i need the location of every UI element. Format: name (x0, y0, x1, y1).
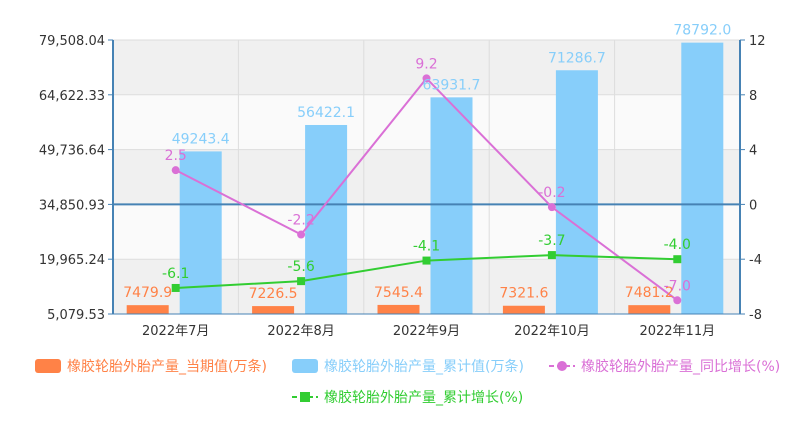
bar-current (126, 305, 169, 314)
tick-label-left: 49,736.64 (39, 144, 105, 159)
category-label: 2022年8月 (267, 324, 334, 339)
tick-label-left: 79,508.04 (39, 34, 105, 49)
tick-label-left: 34,850.93 (39, 198, 105, 213)
legend-item[interactable]: 橡胶轮胎外胎产量_当期值(万条) (35, 358, 267, 375)
data-label: -7.0 (664, 278, 691, 294)
bar-current (502, 305, 545, 314)
tick-label-right: 0 (749, 198, 757, 213)
data-label: 71286.7 (548, 50, 606, 66)
legend-label: 橡胶轮胎外胎产量_累计值(万条) (324, 358, 524, 375)
data-label: -3.7 (538, 233, 565, 249)
data-label: -4.0 (664, 237, 691, 253)
category-label: 2022年9月 (393, 324, 460, 339)
tick-label-right: 8 (749, 89, 757, 104)
data-label: -2.2 (287, 213, 314, 229)
line-point (547, 251, 556, 260)
bar-current (628, 305, 671, 314)
legend-item[interactable]: 橡胶轮胎外胎产量_累计增长(%) (292, 389, 523, 406)
line-point (422, 74, 431, 83)
legend-item[interactable]: 橡胶轮胎外胎产量_累计值(万条) (292, 358, 524, 375)
data-label: 63931.7 (423, 77, 481, 93)
legend-item[interactable]: 橡胶轮胎外胎产量_同比增长(%) (549, 358, 780, 375)
data-label: 9.2 (415, 56, 437, 72)
tick-label-left: 5,079.53 (47, 308, 105, 323)
data-label: 56422.1 (297, 105, 355, 121)
plot-band (113, 40, 740, 95)
category-label: 2022年7月 (142, 324, 209, 339)
line-point (547, 203, 556, 212)
bar-cumulative (555, 70, 598, 314)
legend[interactable]: 橡胶轮胎外胎产量_当期值(万条) 橡胶轮胎外胎产量_累计值(万条) 橡胶轮胎外胎产量… (35, 358, 780, 406)
legend-label: 橡胶轮胎外胎产量_当期值(万条) (67, 358, 267, 375)
legend-swatch (292, 359, 318, 373)
data-label: 7481.2 (625, 285, 674, 301)
line-point (297, 277, 306, 286)
data-label: 49243.4 (172, 131, 230, 147)
legend-label: 橡胶轮胎外胎产量_同比增长(%) (581, 358, 780, 375)
bar-cumulative (430, 97, 473, 315)
data-label: -6.1 (162, 266, 189, 282)
plot-band (113, 94, 740, 150)
tick-label-left: 19,965.24 (39, 253, 105, 268)
category-label: 2022年11月 (639, 324, 715, 339)
line-point (171, 166, 180, 175)
data-label: 2.5 (165, 148, 187, 164)
legend-marker (557, 361, 567, 371)
bar-current (252, 306, 295, 314)
data-label: 78792.0 (673, 23, 731, 39)
data-label: 7545.4 (374, 285, 423, 301)
data-labels: 7479.9 7226.5 7545.4 7321.6 7481.2 49243.4 564… (123, 23, 731, 302)
data-label: 7226.5 (249, 286, 298, 302)
line-point (171, 283, 180, 292)
legend-label: 橡胶轮胎外胎产量_累计增长(%) (324, 389, 523, 406)
tick-label-right: -4 (749, 253, 762, 268)
data-label: 7479.9 (123, 285, 172, 301)
data-label: -4.1 (413, 239, 440, 255)
line-point (297, 230, 306, 239)
category-label: 2022年10月 (514, 324, 590, 339)
tick-label-right: -8 (749, 308, 762, 323)
tick-label-right: 12 (749, 34, 766, 49)
tick-label-left: 64,622.33 (39, 89, 105, 104)
data-label: -5.6 (287, 259, 314, 275)
line-point (673, 296, 682, 305)
tick-label-right: 4 (749, 144, 757, 159)
bar-cumulative (681, 42, 724, 315)
line-point (673, 255, 682, 264)
legend-marker (300, 392, 310, 402)
data-label: -0.2 (538, 185, 565, 201)
axes: 79,508.04 64,622.33 49,736.64 34,850.93 19,9… (39, 34, 766, 339)
legend-swatch (35, 359, 61, 373)
line-point (422, 256, 431, 265)
data-label: 7321.6 (499, 286, 548, 302)
bar-current (377, 304, 420, 314)
lines (171, 74, 682, 305)
